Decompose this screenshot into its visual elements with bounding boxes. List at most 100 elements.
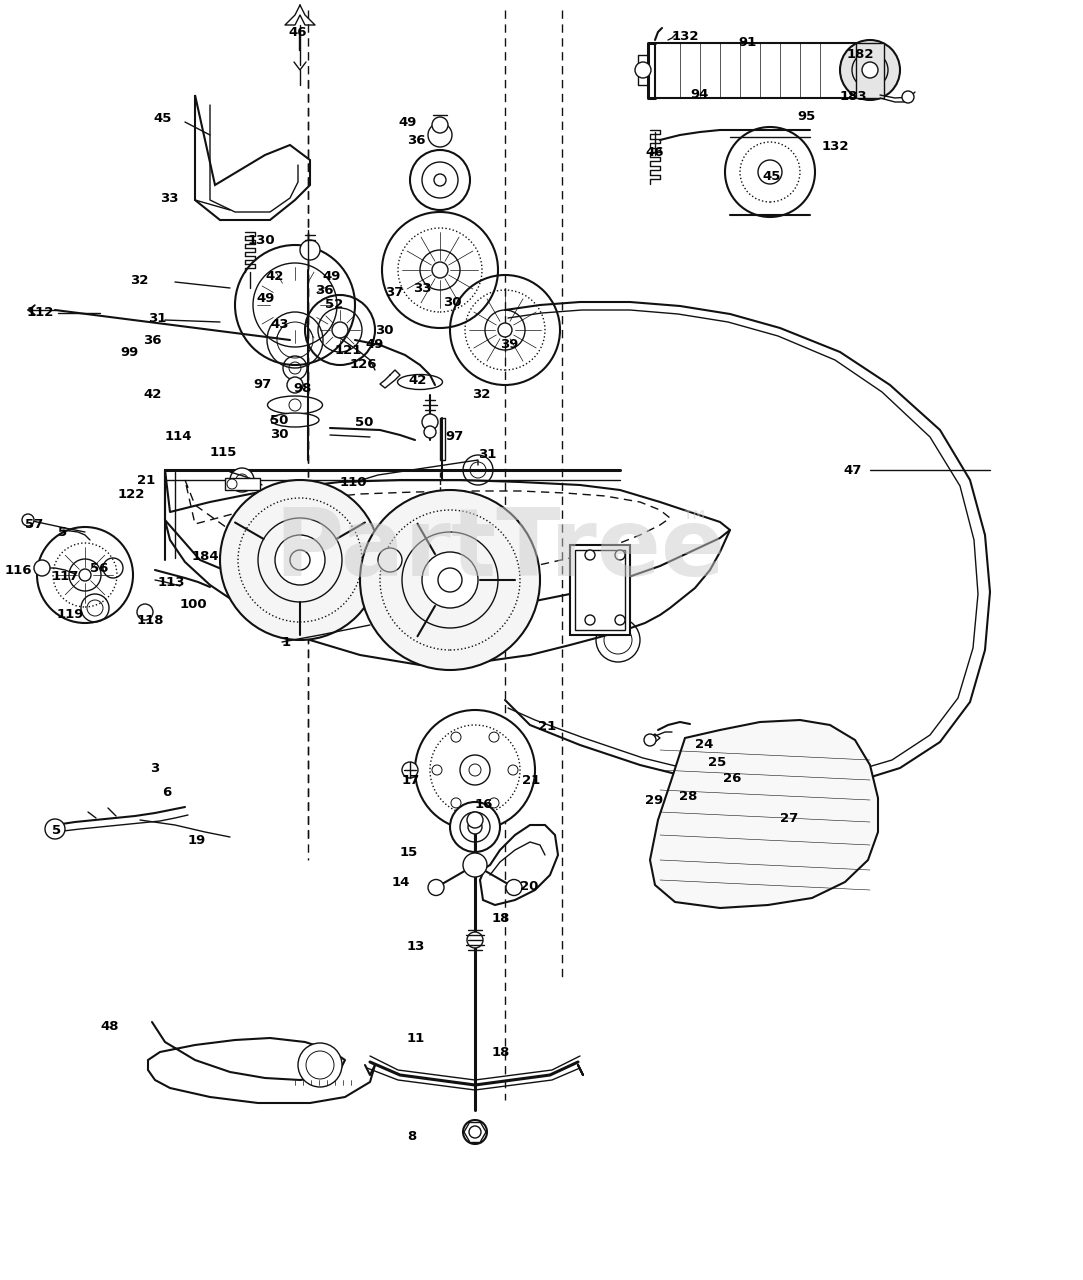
Text: 25: 25 <box>708 755 727 768</box>
Ellipse shape <box>271 413 319 428</box>
Text: 36: 36 <box>315 284 334 297</box>
Circle shape <box>79 570 91 581</box>
Text: 56: 56 <box>90 562 108 576</box>
Circle shape <box>45 819 65 838</box>
Circle shape <box>298 1043 342 1087</box>
Bar <box>575 550 625 630</box>
Text: 49: 49 <box>397 115 416 128</box>
Text: 100: 100 <box>180 599 208 612</box>
Text: 97: 97 <box>445 430 464 443</box>
Text: 121: 121 <box>335 344 363 357</box>
Circle shape <box>34 561 50 576</box>
Text: 37: 37 <box>384 285 403 298</box>
Ellipse shape <box>268 396 323 413</box>
Text: 5: 5 <box>58 526 67 539</box>
Circle shape <box>469 764 481 776</box>
Polygon shape <box>650 719 878 908</box>
Text: 45: 45 <box>153 111 171 124</box>
Text: 97: 97 <box>253 378 271 390</box>
Text: 116: 116 <box>5 563 32 576</box>
Circle shape <box>378 548 402 572</box>
Text: 112: 112 <box>27 306 54 320</box>
Text: 28: 28 <box>679 790 697 803</box>
Circle shape <box>615 550 625 561</box>
Text: 95: 95 <box>797 110 815 123</box>
Bar <box>856 44 884 99</box>
Text: 39: 39 <box>500 338 519 352</box>
Text: 13: 13 <box>407 941 426 954</box>
Text: 94: 94 <box>690 88 708 101</box>
Circle shape <box>332 323 348 338</box>
Text: 49: 49 <box>365 338 383 351</box>
Text: 43: 43 <box>270 319 288 332</box>
Text: 30: 30 <box>375 324 393 337</box>
Circle shape <box>758 160 782 184</box>
Text: 18: 18 <box>492 911 510 924</box>
Circle shape <box>585 614 595 625</box>
Text: 57: 57 <box>25 518 43 531</box>
Text: 27: 27 <box>780 812 798 824</box>
Circle shape <box>635 61 651 78</box>
Text: 184: 184 <box>192 550 220 563</box>
Text: 21: 21 <box>538 719 557 732</box>
Text: 36: 36 <box>407 133 426 146</box>
Circle shape <box>508 765 518 774</box>
Text: 98: 98 <box>293 381 312 394</box>
Circle shape <box>468 820 482 835</box>
Text: 42: 42 <box>408 374 427 387</box>
Text: 24: 24 <box>695 737 714 750</box>
Text: 50: 50 <box>270 413 288 426</box>
Circle shape <box>432 116 448 133</box>
Circle shape <box>432 262 448 278</box>
Text: 5: 5 <box>52 824 61 837</box>
Text: 32: 32 <box>472 389 491 402</box>
Text: 91: 91 <box>738 36 756 49</box>
Circle shape <box>438 568 462 591</box>
Text: 115: 115 <box>210 445 237 458</box>
Text: 33: 33 <box>413 283 431 296</box>
Circle shape <box>467 932 483 948</box>
Text: 117: 117 <box>52 571 79 584</box>
Text: 6: 6 <box>162 786 171 800</box>
Circle shape <box>425 426 436 438</box>
Text: 49: 49 <box>256 292 274 305</box>
Text: 119: 119 <box>57 608 84 621</box>
Text: 118: 118 <box>138 613 165 626</box>
Circle shape <box>506 879 522 896</box>
Text: 114: 114 <box>165 430 193 443</box>
Text: 26: 26 <box>723 773 742 786</box>
Text: 49: 49 <box>322 270 340 283</box>
Circle shape <box>902 91 914 102</box>
Circle shape <box>220 480 380 640</box>
Ellipse shape <box>397 375 443 389</box>
Text: 16: 16 <box>475 799 494 812</box>
Text: 45: 45 <box>762 170 781 183</box>
Circle shape <box>402 762 418 778</box>
Circle shape <box>451 797 461 808</box>
Circle shape <box>725 127 815 218</box>
Circle shape <box>840 40 900 100</box>
Text: 52: 52 <box>325 298 343 311</box>
Circle shape <box>467 812 483 828</box>
Circle shape <box>490 732 499 742</box>
Circle shape <box>300 241 319 260</box>
Text: 36: 36 <box>143 334 161 347</box>
Text: 20: 20 <box>520 879 538 892</box>
Circle shape <box>230 468 255 492</box>
Circle shape <box>464 852 487 877</box>
Circle shape <box>464 1120 487 1144</box>
Text: 46: 46 <box>645 146 664 159</box>
Circle shape <box>615 614 625 625</box>
Circle shape <box>360 490 540 669</box>
Circle shape <box>428 123 452 147</box>
Text: 31: 31 <box>148 311 167 325</box>
Text: 18: 18 <box>492 1046 510 1059</box>
Text: ™: ™ <box>680 509 710 539</box>
Text: 3: 3 <box>151 763 159 776</box>
Text: 15: 15 <box>400 846 418 859</box>
Circle shape <box>490 797 499 808</box>
Text: 19: 19 <box>188 833 206 846</box>
Text: 126: 126 <box>350 358 378 371</box>
Text: 8: 8 <box>407 1130 416 1143</box>
Text: 21: 21 <box>138 474 155 486</box>
